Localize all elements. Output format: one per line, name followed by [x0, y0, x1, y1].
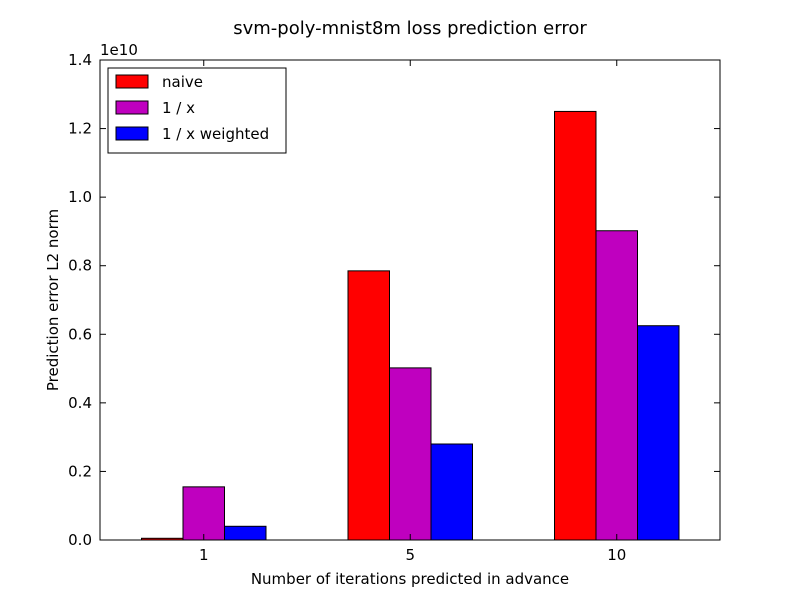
bar-naive-10: [554, 110, 597, 541]
y-tick-label: 0.0: [68, 531, 92, 549]
y-tick-label: 0.2: [68, 462, 92, 480]
bar-1-x-10: [595, 230, 638, 541]
x-axis: 1 5 10: [199, 60, 626, 564]
x-tick-label: 1: [199, 546, 209, 564]
legend: naive 1 / x 1 / x weighted: [107, 67, 287, 154]
legend-label: naive: [162, 73, 203, 91]
y-tick-label: 1.2: [68, 120, 92, 138]
y-tick-label: 1.0: [68, 188, 92, 206]
x-tick-label: 10: [607, 546, 626, 564]
legend-label: 1 / x: [162, 99, 195, 117]
y-multiplier: 1e10: [100, 41, 138, 59]
legend-swatch: [115, 74, 149, 89]
bar-1-x-1: [182, 486, 225, 541]
bars-group: [141, 110, 680, 541]
bar-1-x-weighted-1: [224, 525, 267, 541]
y-tick-label: 1.4: [68, 51, 92, 69]
bar-naive-5: [347, 270, 390, 541]
bar-1-x-weighted-5: [430, 443, 473, 541]
y-tick-label: 0.8: [68, 257, 92, 275]
legend-swatch: [115, 100, 149, 115]
legend-swatch: [115, 126, 149, 141]
legend-label: 1 / x weighted: [162, 125, 269, 143]
y-axis: 0.0 0.2 0.4 0.6 0.8 1.0 1.2 1.4: [68, 51, 720, 549]
x-axis-label: Number of iterations predicted in advanc…: [251, 570, 569, 588]
bar-1-x-5: [389, 367, 432, 541]
y-axis-label: Prediction error L2 norm: [44, 209, 62, 391]
chart-title: svm-poly-mnist8m loss prediction error: [233, 18, 587, 39]
bar-1-x-weighted-10: [637, 325, 680, 541]
y-tick-label: 0.4: [68, 394, 92, 412]
x-tick-label: 5: [405, 546, 415, 564]
y-tick-label: 0.6: [68, 325, 92, 343]
